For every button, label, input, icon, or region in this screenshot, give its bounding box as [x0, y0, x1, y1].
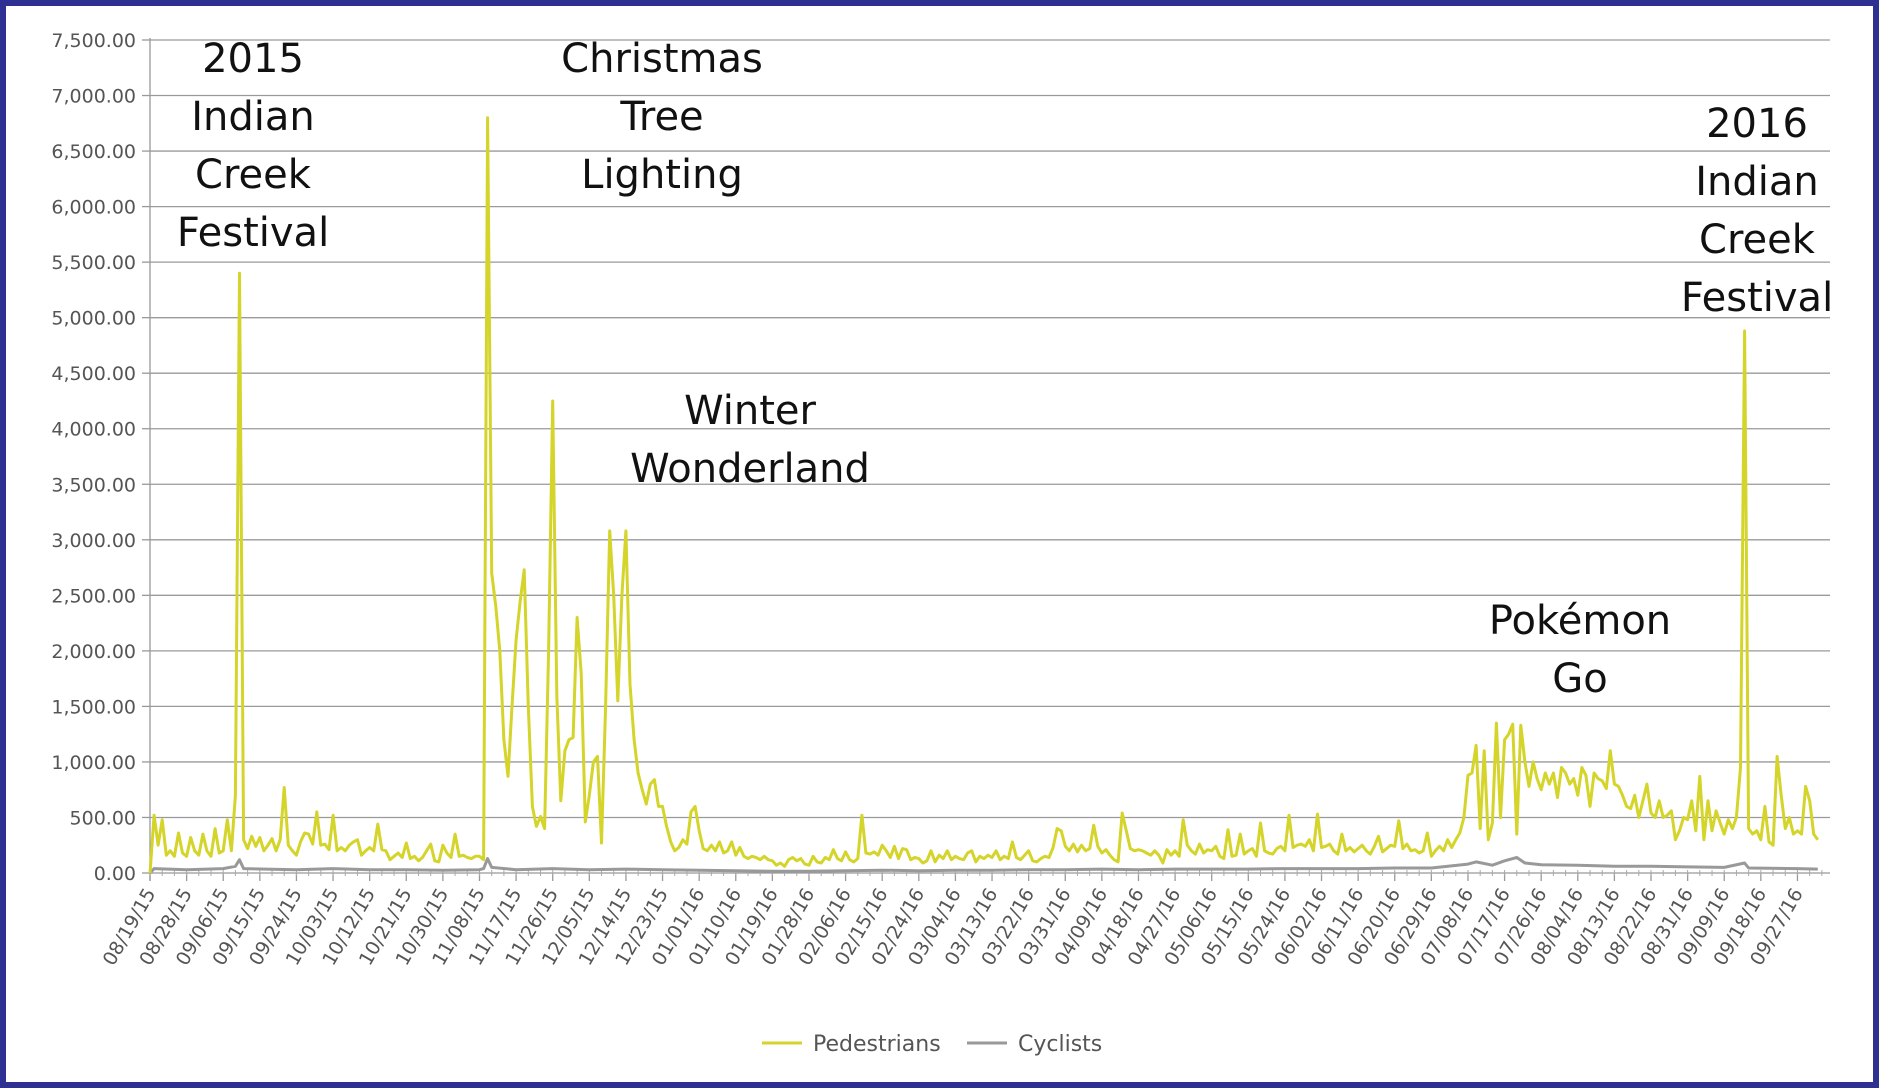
event-annotations: 2015 Indian Creek Festival Christmas Tree Ligh…: [177, 36, 1833, 702]
annotation-pokemon-go-line-0: Pokémon: [1489, 598, 1671, 644]
annotation-christmas-tree-lighting: Christmas Tree Lighting: [561, 36, 763, 198]
y-axis-ticks: 0.00 500.00 1,000.00 1,500.00 2,000.00 2,500.…: [51, 30, 150, 885]
y-tick-label: 0.00: [94, 863, 136, 885]
x-axis-ticks: 08/19/1508/28/1509/06/1509/15/1509/24/15…: [99, 873, 1808, 969]
annotation-pokemon-go: Pokémon Go: [1489, 598, 1671, 702]
y-tick-label: 2,000.00: [51, 641, 136, 663]
annotation-winter-wonderland-line-1: Wonderland: [630, 446, 870, 492]
annotation-pokemon-go-line-1: Go: [1552, 656, 1607, 702]
annotation-indian-creek-2015-line-0: 2015: [202, 36, 304, 82]
legend-label-cyclists: Cyclists: [1018, 1032, 1102, 1057]
gridlines: [150, 39, 1830, 874]
y-tick-label: 7,000.00: [51, 86, 136, 108]
annotation-indian-creek-2016-line-0: 2016: [1706, 101, 1808, 147]
y-tick-label: 2,500.00: [51, 585, 136, 607]
series-line-cyclists: [148, 856, 1818, 875]
annotation-indian-creek-2016-line-2: Creek: [1699, 217, 1816, 263]
series-line-pedestrians: [148, 116, 1820, 874]
annotation-indian-creek-2015-line-2: Creek: [195, 152, 312, 198]
annotation-indian-creek-2016-line-3: Festival: [1681, 275, 1833, 321]
annotation-winter-wonderland-line-0: Winter: [684, 388, 816, 434]
annotation-winter-wonderland: Winter Wonderland: [630, 388, 870, 492]
y-tick-label: 4,000.00: [51, 419, 136, 441]
y-tick-label: 7,500.00: [51, 30, 136, 52]
y-tick-label: 5,000.00: [51, 308, 136, 330]
axes: [149, 38, 1823, 881]
legend-label-pedestrians: Pedestrians: [813, 1032, 941, 1057]
annotation-christmas-tree-lighting-line-1: Tree: [619, 94, 703, 140]
y-tick-label: 500.00: [70, 807, 136, 829]
annotation-indian-creek-2016-line-1: Indian: [1695, 159, 1819, 205]
y-tick-label: 6,000.00: [51, 197, 136, 219]
y-tick-label: 3,000.00: [51, 530, 136, 552]
y-tick-label: 1,500.00: [51, 696, 136, 718]
annotation-indian-creek-2015-line-1: Indian: [191, 94, 315, 140]
series-lines: [148, 116, 1820, 875]
y-tick-label: 1,000.00: [51, 752, 136, 774]
annotation-indian-creek-2015: 2015 Indian Creek Festival: [177, 36, 329, 256]
y-tick-label: 4,500.00: [51, 363, 136, 385]
annotation-christmas-tree-lighting-line-0: Christmas: [561, 36, 763, 82]
y-tick-label: 5,500.00: [51, 252, 136, 274]
annotation-christmas-tree-lighting-line-2: Lighting: [581, 152, 743, 198]
annotation-indian-creek-2015-line-3: Festival: [177, 210, 329, 256]
y-tick-label: 6,500.00: [51, 141, 136, 163]
legend: Pedestrians Cyclists: [762, 1032, 1102, 1057]
y-tick-label: 3,500.00: [51, 474, 136, 496]
annotation-indian-creek-2016: 2016 Indian Creek Festival: [1681, 101, 1833, 321]
